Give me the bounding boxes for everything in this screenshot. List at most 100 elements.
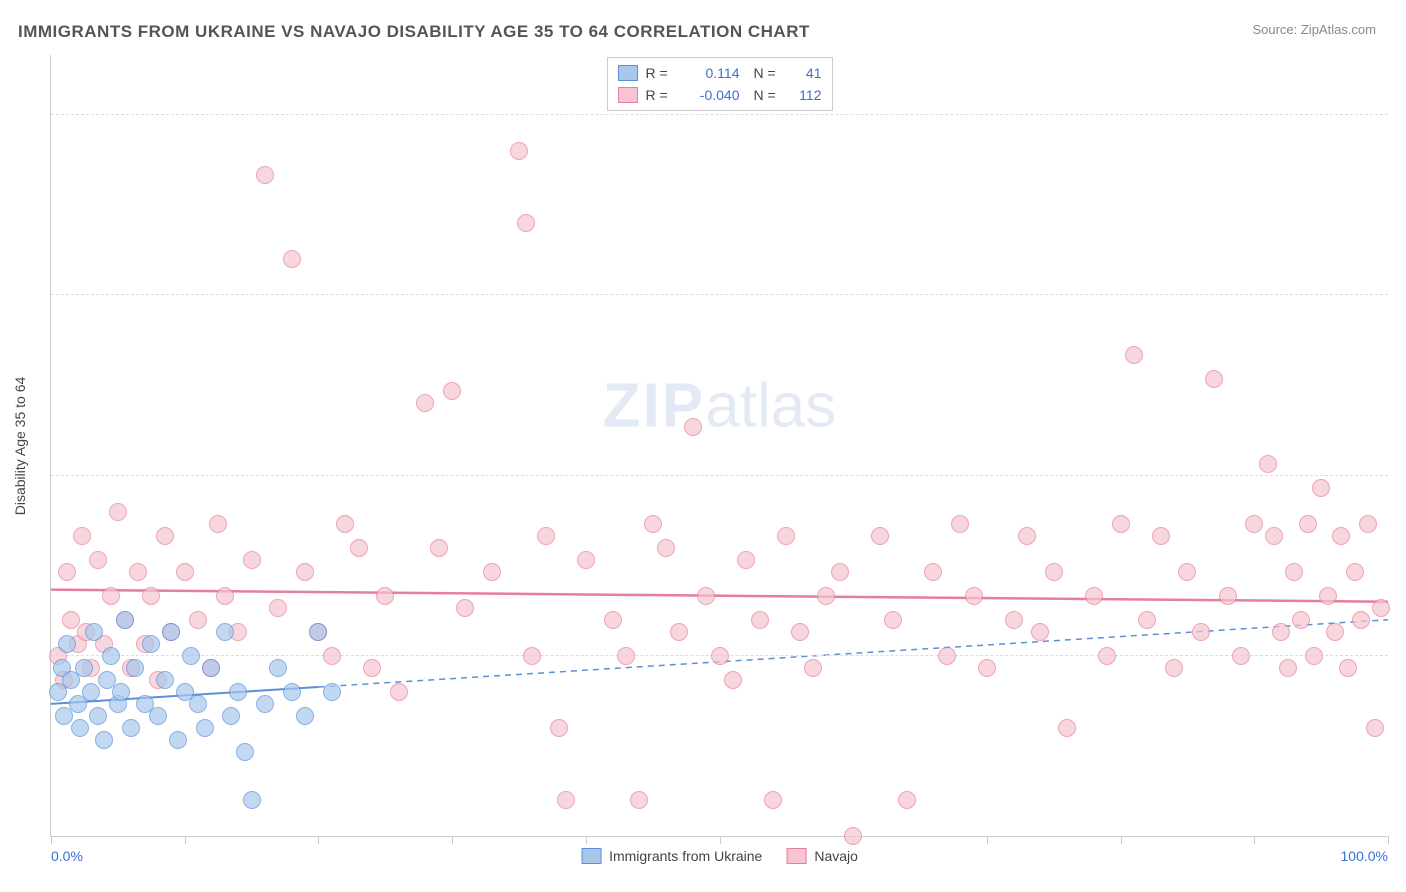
data-point [1372,599,1390,617]
legend-r-label: R = [646,87,672,103]
x-tick [452,836,453,844]
data-point [102,647,120,665]
data-point [804,659,822,677]
data-point [209,515,227,533]
data-point [1178,563,1196,581]
data-point [229,683,247,701]
data-point [1272,623,1290,641]
legend-n-value: 41 [788,65,822,81]
data-point [162,623,180,641]
data-point [523,647,541,665]
data-point [309,623,327,641]
data-point [537,527,555,545]
data-point [1031,623,1049,641]
data-point [189,695,207,713]
data-point [791,623,809,641]
data-point [777,527,795,545]
source-link[interactable]: ZipAtlas.com [1301,22,1376,37]
data-point [112,683,130,701]
x-tick [318,836,319,844]
data-point [978,659,996,677]
data-point [1285,563,1303,581]
data-point [85,623,103,641]
data-point [1265,527,1283,545]
source-prefix: Source: [1252,22,1300,37]
data-point [1339,659,1357,677]
data-point [216,587,234,605]
watermark: ZIPatlas [603,371,836,442]
data-point [156,671,174,689]
x-tick [987,836,988,844]
data-point [557,791,575,809]
data-point [657,539,675,557]
correlation-legend: R =0.114N =41R =-0.040N =112 [607,57,833,111]
data-point [844,827,862,845]
data-point [363,659,381,677]
legend-n-value: 112 [788,87,822,103]
data-point [323,683,341,701]
x-tick [1121,836,1122,844]
data-point [737,551,755,569]
data-point [89,707,107,725]
data-point [283,683,301,701]
data-point [1259,455,1277,473]
data-point [1152,527,1170,545]
gridline [51,294,1388,295]
data-point [1098,647,1116,665]
data-point [1346,563,1364,581]
data-point [1299,515,1317,533]
gridline [51,114,1388,115]
data-point [376,587,394,605]
data-point [176,563,194,581]
data-point [390,683,408,701]
data-point [1305,647,1323,665]
data-point [269,599,287,617]
data-point [202,659,220,677]
data-point [416,394,434,412]
series-name: Navajo [814,848,858,864]
data-point [1245,515,1263,533]
data-point [871,527,889,545]
data-point [644,515,662,533]
data-point [1192,623,1210,641]
data-point [951,515,969,533]
data-point [95,731,113,749]
legend-n-label: N = [754,87,780,103]
data-point [156,527,174,545]
data-point [58,635,76,653]
data-point [1366,719,1384,737]
trend-lines [51,55,1388,836]
gridline [51,475,1388,476]
data-point [142,587,160,605]
data-point [1326,623,1344,641]
series-legend-item: Navajo [786,848,858,864]
data-point [898,791,916,809]
data-point [243,551,261,569]
data-point [751,611,769,629]
data-point [126,659,144,677]
data-point [517,214,535,232]
data-point [630,791,648,809]
data-point [222,707,240,725]
data-point [924,563,942,581]
data-point [323,647,341,665]
plot-area: ZIPatlas R =0.114N =41R =-0.040N =112 0.… [50,55,1388,837]
y-axis-label: Disability Age 35 to 64 [12,377,28,516]
legend-swatch [581,848,601,864]
plot-container: Disability Age 35 to 64 ZIPatlas R =0.11… [50,55,1388,837]
data-point [1018,527,1036,545]
data-point [965,587,983,605]
legend-r-value: -0.040 [680,87,740,103]
data-point [510,142,528,160]
data-point [764,791,782,809]
data-point [670,623,688,641]
data-point [58,563,76,581]
x-axis-min-label: 0.0% [51,848,83,864]
series-legend: Immigrants from UkraineNavajo [581,848,858,864]
legend-n-label: N = [754,65,780,81]
data-point [336,515,354,533]
data-point [1359,515,1377,533]
data-point [456,599,474,617]
data-point [82,683,100,701]
data-point [109,503,127,521]
